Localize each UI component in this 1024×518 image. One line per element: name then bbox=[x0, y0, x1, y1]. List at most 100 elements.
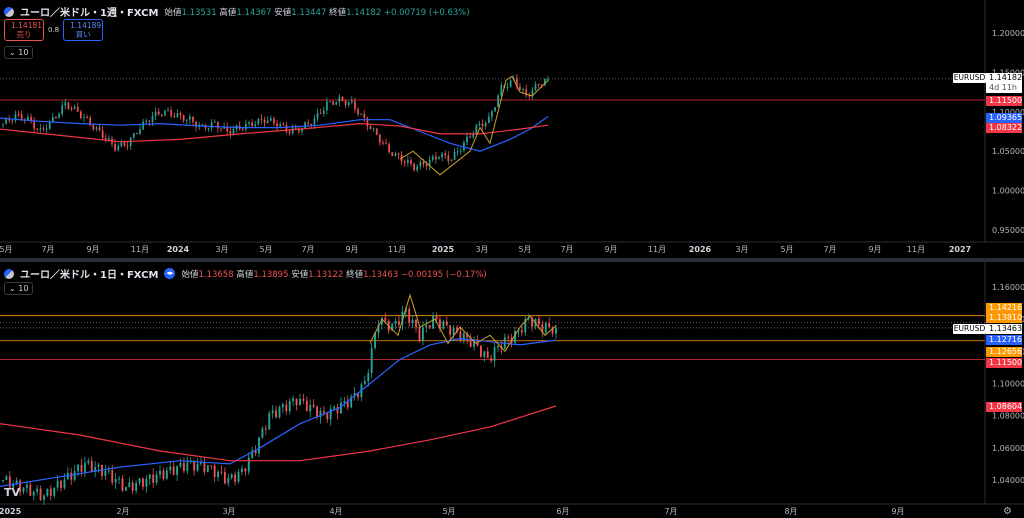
weekly-indicators-toggle[interactable]: ⌄ 10 bbox=[4, 46, 34, 59]
candle-body bbox=[70, 108, 73, 110]
candle-body bbox=[192, 116, 194, 122]
candle-body bbox=[363, 113, 366, 118]
candle-body bbox=[466, 333, 469, 338]
candle-body bbox=[322, 410, 325, 413]
candle-body bbox=[55, 116, 57, 118]
candle-body bbox=[469, 337, 472, 347]
candle-body bbox=[269, 118, 272, 121]
candle-body bbox=[479, 345, 482, 357]
candle-body bbox=[422, 161, 425, 165]
candle-body bbox=[154, 111, 157, 116]
candle-body bbox=[226, 126, 229, 132]
daily-chart-pane[interactable]: 1.160001.140001.120001.100001.080001.060… bbox=[0, 262, 1024, 518]
ma-blue-line bbox=[0, 337, 557, 487]
price-tag: 1.12716 bbox=[986, 335, 1022, 345]
candle-body bbox=[340, 402, 342, 414]
candle-body bbox=[378, 134, 381, 143]
gear-icon[interactable]: ⚙ bbox=[1003, 506, 1012, 517]
sync-arrows-icon[interactable]: ◂▸ bbox=[164, 268, 176, 279]
candle-body bbox=[452, 327, 455, 335]
daily-symbol-title[interactable]: ユーロ／米ドル・1日・FXCM bbox=[20, 270, 159, 281]
candle-body bbox=[32, 491, 35, 496]
candle-body bbox=[155, 474, 158, 483]
time-tick-label: 9月 bbox=[891, 507, 904, 516]
ma-red-line bbox=[0, 405, 557, 462]
candle-body bbox=[282, 124, 285, 126]
candle-body bbox=[185, 119, 188, 121]
pane-separator[interactable] bbox=[0, 258, 1024, 262]
price-tick-label: 1.08000 bbox=[992, 412, 1024, 421]
weekly-legend: ユーロ／米ドル・1週・FXCM 始値1.13531 高値1.14367 安値1.… bbox=[4, 4, 470, 19]
candle-body bbox=[104, 471, 107, 476]
candle-body bbox=[220, 128, 222, 130]
candle-body bbox=[124, 486, 127, 491]
candle-body bbox=[39, 128, 42, 130]
weekly-chart-canvas[interactable]: 1.20000 1.15000 1.10000 1.05000 1.00000 0.950… bbox=[0, 0, 1024, 258]
candle-body bbox=[176, 466, 179, 475]
price-tick-label: 1.06000 bbox=[992, 444, 1024, 453]
buy-button[interactable]: 1.14189 買い bbox=[63, 19, 104, 41]
candle-body bbox=[288, 131, 291, 134]
candle-body bbox=[241, 128, 244, 130]
candle-body bbox=[132, 133, 135, 138]
candle-body bbox=[80, 464, 83, 472]
candle-body bbox=[432, 315, 435, 329]
candle-body bbox=[527, 318, 530, 320]
candle-body bbox=[258, 437, 260, 454]
candle-body bbox=[319, 410, 322, 418]
candle-body bbox=[232, 129, 235, 134]
candle-body bbox=[369, 126, 372, 129]
candle-body bbox=[509, 80, 512, 87]
time-tick-label: 11月 bbox=[907, 245, 925, 254]
candle-body bbox=[276, 123, 278, 127]
candle-body bbox=[176, 113, 179, 117]
candle-body bbox=[453, 152, 456, 160]
candle-body bbox=[384, 317, 387, 321]
candle-body bbox=[497, 95, 500, 108]
daily-chart-canvas[interactable]: 1.160001.140001.120001.100001.080001.060… bbox=[0, 262, 1024, 518]
candle-body bbox=[220, 471, 223, 473]
time-tick-label: 7月 bbox=[301, 245, 314, 254]
weekly-chart-pane[interactable]: 1.20000 1.15000 1.10000 1.05000 1.00000 0.950… bbox=[0, 0, 1024, 258]
candle-body bbox=[421, 327, 424, 341]
candle-body bbox=[374, 332, 377, 349]
candle-body bbox=[58, 114, 60, 118]
candle-body bbox=[531, 90, 534, 97]
candle-body bbox=[111, 470, 114, 483]
candle-body bbox=[507, 337, 510, 339]
candle-body bbox=[83, 463, 86, 472]
candle-body bbox=[428, 159, 431, 167]
price-tag: 1.12656 bbox=[986, 347, 1022, 357]
candle-body bbox=[49, 488, 52, 496]
candle-body bbox=[442, 321, 445, 329]
candle-body bbox=[247, 457, 250, 472]
candle-body bbox=[261, 428, 264, 438]
candle-body bbox=[73, 471, 76, 480]
candle-body bbox=[95, 127, 98, 130]
candle-body bbox=[520, 330, 523, 333]
price-tick-label: 1.20000 bbox=[992, 29, 1024, 38]
daily-indicators-toggle[interactable]: ⌄ 10 bbox=[4, 282, 34, 295]
time-tick-label: 9月 bbox=[868, 245, 881, 254]
time-tick-label: 6月 bbox=[556, 507, 569, 516]
candle-body bbox=[462, 333, 465, 341]
candle-body bbox=[210, 465, 213, 467]
sell-button[interactable]: 1.14181 売り bbox=[4, 19, 44, 41]
candle-body bbox=[413, 163, 415, 171]
candle-body bbox=[63, 479, 66, 488]
candle-body bbox=[248, 122, 250, 124]
candle-body bbox=[353, 393, 356, 397]
candle-body bbox=[83, 117, 85, 119]
candle-body bbox=[350, 100, 353, 103]
candle-body bbox=[522, 89, 524, 91]
candle-body bbox=[548, 323, 551, 328]
candle-body bbox=[179, 462, 182, 467]
candle-body bbox=[217, 121, 219, 129]
candle-body bbox=[407, 160, 409, 163]
candle-body bbox=[360, 113, 362, 115]
weekly-symbol-title[interactable]: ユーロ／米ドル・1週・FXCM bbox=[20, 8, 159, 19]
candle-body bbox=[528, 95, 531, 97]
candle-body bbox=[329, 101, 331, 103]
candle-body bbox=[397, 153, 400, 155]
candle-body bbox=[120, 142, 123, 147]
